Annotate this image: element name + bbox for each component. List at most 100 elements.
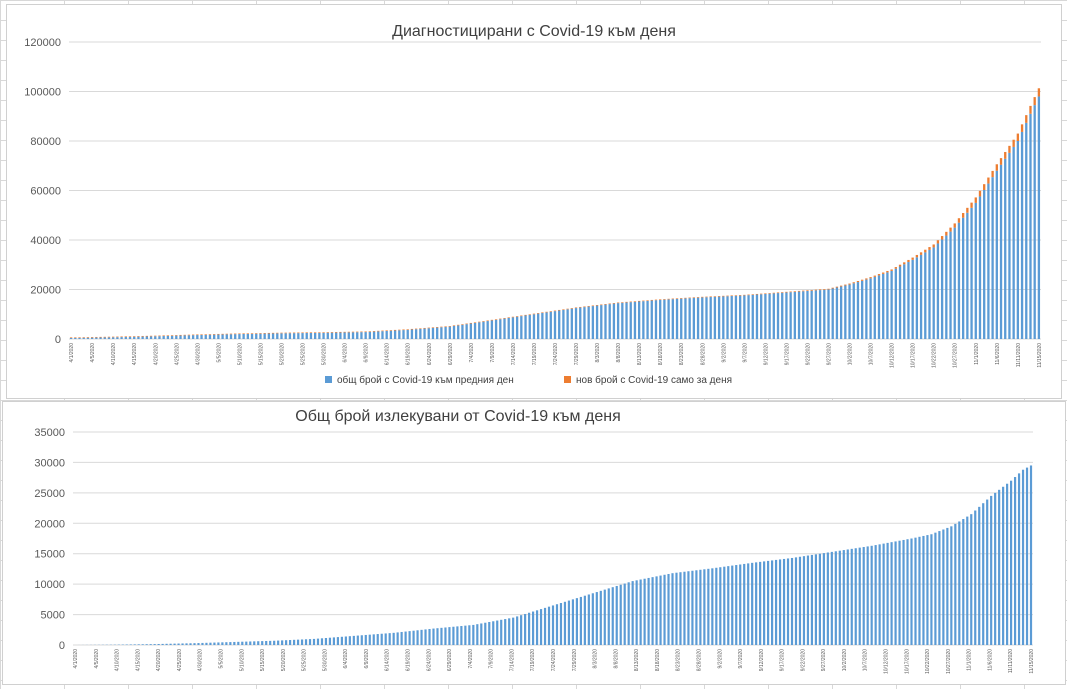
bar-new: [166, 335, 170, 336]
x-tick-label: 6/19/2020: [406, 649, 412, 671]
bar-total: [204, 334, 207, 339]
bar-total: [193, 643, 196, 645]
bar-total: [343, 332, 346, 339]
bar-total: [120, 337, 123, 339]
bar-new: [444, 326, 447, 327]
bar-total: [436, 628, 439, 645]
bar-new: [797, 290, 801, 292]
bar-total: [692, 297, 696, 339]
bar-new: [377, 330, 380, 332]
bar-total: [520, 615, 523, 645]
bar-total: [285, 640, 288, 645]
chart-recovered[interactable]: Общ брой излекувани от Covid-19 към деня…: [2, 401, 1066, 685]
x-tick-label: 6/19/2020: [406, 343, 412, 365]
bar-total: [246, 333, 249, 339]
bar-new: [633, 301, 637, 302]
bar-total: [209, 642, 212, 645]
bar-total: [894, 268, 897, 339]
bar-total: [412, 630, 415, 645]
legend-label-new: нов брой с Covid-19 само за деня: [576, 374, 732, 386]
bar-total: [583, 595, 586, 645]
bar-total: [739, 564, 742, 645]
y-tick-label: 100000: [24, 87, 61, 99]
bar-total: [553, 311, 557, 339]
bar-new: [103, 336, 106, 338]
bar-new: [823, 289, 826, 290]
bar-total: [826, 552, 829, 645]
bar-total: [991, 177, 994, 339]
x-tick-label: 7/19/2020: [530, 649, 536, 671]
bar-total: [368, 634, 371, 645]
y-tick-label: 0: [59, 640, 65, 652]
chart-diagnosed[interactable]: Диагностицирани с Covid-19 към деня 0 200…: [6, 4, 1062, 399]
bar-new: [772, 292, 775, 294]
bar-total: [713, 296, 717, 339]
bar-total: [468, 625, 471, 645]
bar-total: [1025, 467, 1029, 645]
bar-total: [806, 555, 810, 645]
bar-new: [600, 304, 603, 306]
x-tick-label: 9/17/2020: [784, 343, 790, 365]
bar-total: [149, 336, 153, 339]
bar-total: [396, 632, 399, 645]
bar-new: [440, 326, 443, 328]
bar-total: [774, 559, 778, 645]
bar-new: [957, 218, 961, 223]
bar-total: [890, 542, 893, 645]
bar-total: [683, 571, 686, 645]
bar-total: [99, 337, 102, 339]
bar-new: [591, 305, 595, 307]
bar-total: [420, 629, 423, 645]
bar-total: [776, 293, 780, 339]
bar-total: [74, 337, 77, 339]
bar-total: [974, 510, 977, 645]
bar-total: [170, 335, 174, 339]
bar-total: [607, 588, 610, 645]
bar-total: [292, 639, 296, 645]
x-tick-label: 9/7/2020: [742, 343, 748, 363]
bar-total: [504, 619, 507, 645]
x-tick-label: 4/20/2020: [153, 343, 159, 365]
bar-total: [1009, 480, 1013, 645]
bar-new: [583, 306, 586, 308]
bar-total: [1016, 141, 1020, 339]
bar-new: [457, 324, 460, 326]
bar-total: [797, 291, 801, 339]
bar-total: [810, 290, 813, 339]
bar-total: [663, 299, 666, 339]
bar-new: [612, 303, 616, 304]
bar-new: [149, 335, 153, 337]
bar-new: [170, 335, 174, 336]
bar-total: [440, 627, 443, 645]
bar-new: [595, 304, 599, 306]
bar-total: [356, 332, 359, 339]
bar-total: [949, 231, 952, 339]
x-tick-label: 11/11/2020: [1016, 343, 1022, 368]
bar-new: [919, 252, 923, 255]
bar-new: [133, 336, 136, 337]
bar-total: [730, 296, 733, 339]
chart-title: Диагностицирани с Covid-19 към деня: [392, 23, 676, 40]
bar-new: [389, 330, 393, 331]
bar-total: [639, 579, 642, 645]
bar-total: [942, 529, 945, 645]
bar-total: [424, 629, 427, 645]
bar-new: [558, 309, 561, 311]
bar-total: [280, 333, 283, 339]
bar-new: [621, 302, 624, 303]
bar-total: [297, 333, 300, 339]
bar-total: [970, 514, 973, 645]
bar-total: [898, 266, 902, 339]
bar-new: [99, 336, 102, 338]
bar-new: [368, 331, 372, 332]
bar-total: [452, 626, 455, 645]
bar-total: [667, 299, 670, 339]
bar-new: [688, 297, 691, 299]
x-tick-label: 6/29/2020: [448, 343, 454, 365]
bar-total: [994, 492, 997, 645]
bar-total: [234, 334, 237, 339]
bar-total: [874, 545, 877, 645]
bar-total: [786, 558, 790, 645]
bar-new: [301, 332, 304, 334]
bar-total: [456, 626, 459, 645]
